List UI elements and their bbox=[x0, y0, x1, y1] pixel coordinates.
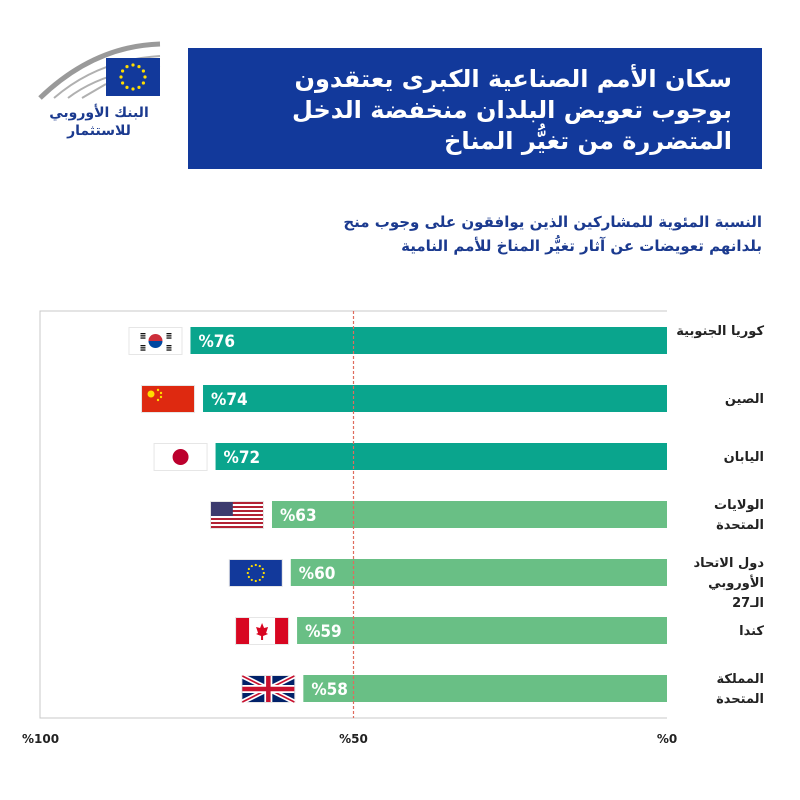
data-label-4: %60 bbox=[299, 564, 336, 584]
bar-6 bbox=[303, 675, 667, 702]
uk-flag bbox=[241, 673, 296, 705]
bar-3 bbox=[271, 501, 667, 528]
bar-4 bbox=[290, 559, 667, 586]
eib-logo bbox=[38, 41, 161, 100]
x-tick-label-1: %50 bbox=[339, 732, 368, 746]
bar-2 bbox=[215, 443, 667, 470]
x-tick-label-0: %0 bbox=[656, 732, 678, 746]
eu-flag bbox=[228, 559, 283, 587]
bar-5 bbox=[297, 617, 667, 644]
canada-flag bbox=[235, 617, 290, 645]
data-label-2: %72 bbox=[224, 448, 261, 468]
category-label-0: كوريا الجنوبية bbox=[676, 323, 764, 339]
category-label-1: الصين bbox=[724, 391, 764, 407]
category-label-4: دول الاتحاد الأوروبي الـ27 bbox=[693, 555, 765, 611]
japan-flag bbox=[153, 443, 208, 471]
south-korea-flag bbox=[128, 327, 183, 355]
bar-0 bbox=[190, 327, 668, 354]
bar-1 bbox=[203, 385, 667, 412]
data-label-1: %74 bbox=[211, 390, 248, 410]
data-label-0: %76 bbox=[198, 332, 235, 352]
chart-subtitle: النسبة المئوية للمشاركين الذين يوافقون ع… bbox=[343, 213, 762, 255]
data-label-6: %58 bbox=[311, 680, 348, 700]
chart-title-box: سكان الأمم الصناعية الكبرى يعتقدون بوجوب… bbox=[188, 48, 762, 169]
category-label-6: المملكة المتحدة bbox=[716, 671, 764, 707]
x-tick-label-2: %100 bbox=[22, 732, 60, 746]
logo-text: البنك الأوروبي للاستثمار bbox=[49, 105, 149, 139]
data-label-5: %59 bbox=[305, 622, 342, 642]
usa-flag bbox=[209, 501, 264, 529]
category-label-5: كندا bbox=[739, 623, 764, 639]
category-label-2: اليابان bbox=[723, 449, 764, 465]
category-label-3: الولايات المتحدة bbox=[714, 497, 764, 533]
china-flag bbox=[141, 385, 196, 413]
data-label-3: %63 bbox=[280, 506, 317, 526]
chart-title: سكان الأمم الصناعية الكبرى يعتقدون بوجوب… bbox=[292, 65, 732, 155]
